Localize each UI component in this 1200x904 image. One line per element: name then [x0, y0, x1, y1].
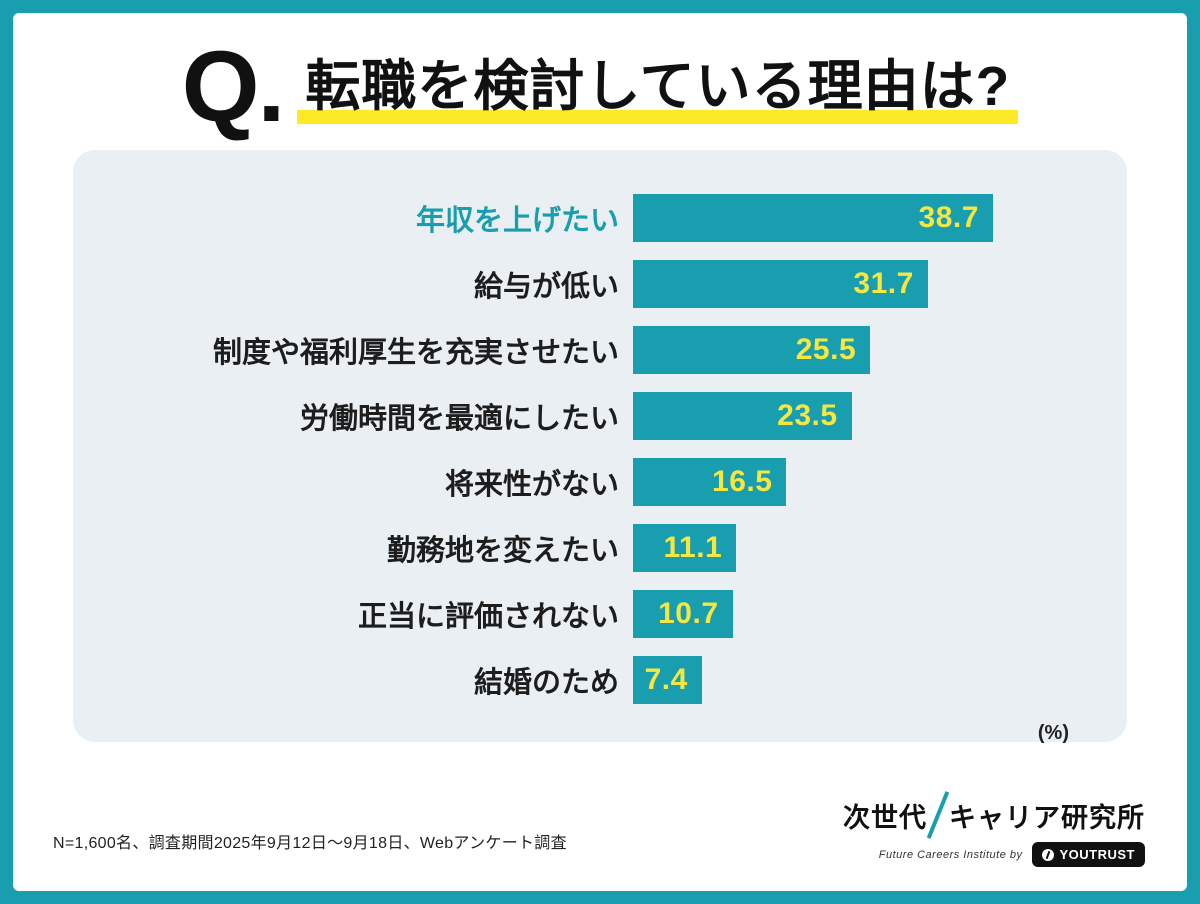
bar-category-label: 勤務地を変えたい	[386, 535, 619, 567]
bar-value-label: 38.7	[918, 201, 979, 234]
bar-category-label: 結婚のため	[473, 667, 619, 699]
infographic-page: Q. 転職を検討している理由は? 年収を上げたい 38.7 給与が低い 31.7 制度や…	[13, 13, 1187, 891]
bar-chart-panel: 年収を上げたい 38.7 給与が低い 31.7 制度や福利厚生を充実させたい 25.5 労働…	[73, 150, 1127, 744]
bar-category-label: 正当に評価されない	[357, 601, 619, 633]
bar: 25.5	[633, 326, 871, 374]
chart-row: 勤務地を変えたい 11.1	[73, 524, 1087, 572]
bar-value-label: 23.5	[777, 399, 838, 432]
chart-row: 結婚のため 7.4	[73, 656, 1087, 704]
chart-row: 将来性がない 16.5	[73, 458, 1087, 506]
logo-block: 次世代 キャリア研究所 Future Careers Institute by …	[843, 790, 1145, 867]
brand-badge: YOUTRUST	[1031, 842, 1145, 867]
brand-name: YOUTRUST	[1059, 847, 1135, 862]
bar-category-label: 制度や福利厚生を充実させたい	[212, 337, 619, 369]
logo-slash-icon	[926, 790, 950, 839]
chart-row: 給与が低い 31.7	[73, 260, 1087, 308]
logo-subtitle: Future Careers Institute by	[878, 848, 1023, 861]
question-mark-label: Q.	[181, 31, 286, 143]
bar-value-label: 7.4	[644, 663, 688, 696]
bar-value-label: 11.1	[663, 531, 723, 564]
bar: 38.7	[633, 194, 993, 242]
bar-category-label: 年収を上げたい	[415, 205, 619, 237]
bar: 23.5	[633, 392, 852, 440]
chart-row: 年収を上げたい 38.7	[73, 194, 1087, 242]
bar: 16.5	[633, 458, 787, 506]
logo-subrow: Future Careers Institute by YOUTRUST	[843, 842, 1145, 867]
bar-category-label: 給与が低い	[473, 271, 619, 303]
footer: N=1,600名、調査期間2025年9月12日〜9月18日、Webアンケート調査…	[13, 790, 1187, 867]
logo-title-part1: 次世代	[843, 803, 927, 833]
bar-value-label: 16.5	[712, 465, 773, 498]
logo-title: 次世代 キャリア研究所	[843, 790, 1145, 839]
bar-category-label: 将来性がない	[444, 469, 619, 501]
bar: 10.7	[633, 590, 733, 638]
brand-logo-icon	[1041, 848, 1054, 861]
logo-title-part2: キャリア研究所	[949, 803, 1145, 833]
chart-row: 正当に評価されない 10.7	[73, 590, 1087, 638]
bar: 7.4	[633, 656, 702, 704]
bar-category-label: 労働時間を最適にしたい	[299, 403, 619, 435]
bar-value-label: 25.5	[795, 333, 857, 366]
chart-row: 制度や福利厚生を充実させたい 25.5	[73, 326, 1087, 374]
page-title: 転職を検討している理由は?	[297, 54, 1019, 124]
bar-value-label: 10.7	[658, 597, 719, 630]
chart-row: 労働時間を最適にしたい 23.5	[73, 392, 1087, 440]
unit-label: (%)	[1037, 722, 1069, 744]
survey-note: N=1,600名、調査期間2025年9月12日〜9月18日、Webアンケート調査	[53, 835, 567, 852]
bar: 31.7	[633, 260, 928, 308]
chart-rows: 年収を上げたい 38.7 給与が低い 31.7 制度や福利厚生を充実させたい 25.5 労働…	[73, 194, 1087, 704]
bar: 11.1	[633, 524, 737, 572]
bar-value-label: 31.7	[853, 267, 914, 300]
header: Q. 転職を検討している理由は?	[13, 13, 1187, 137]
